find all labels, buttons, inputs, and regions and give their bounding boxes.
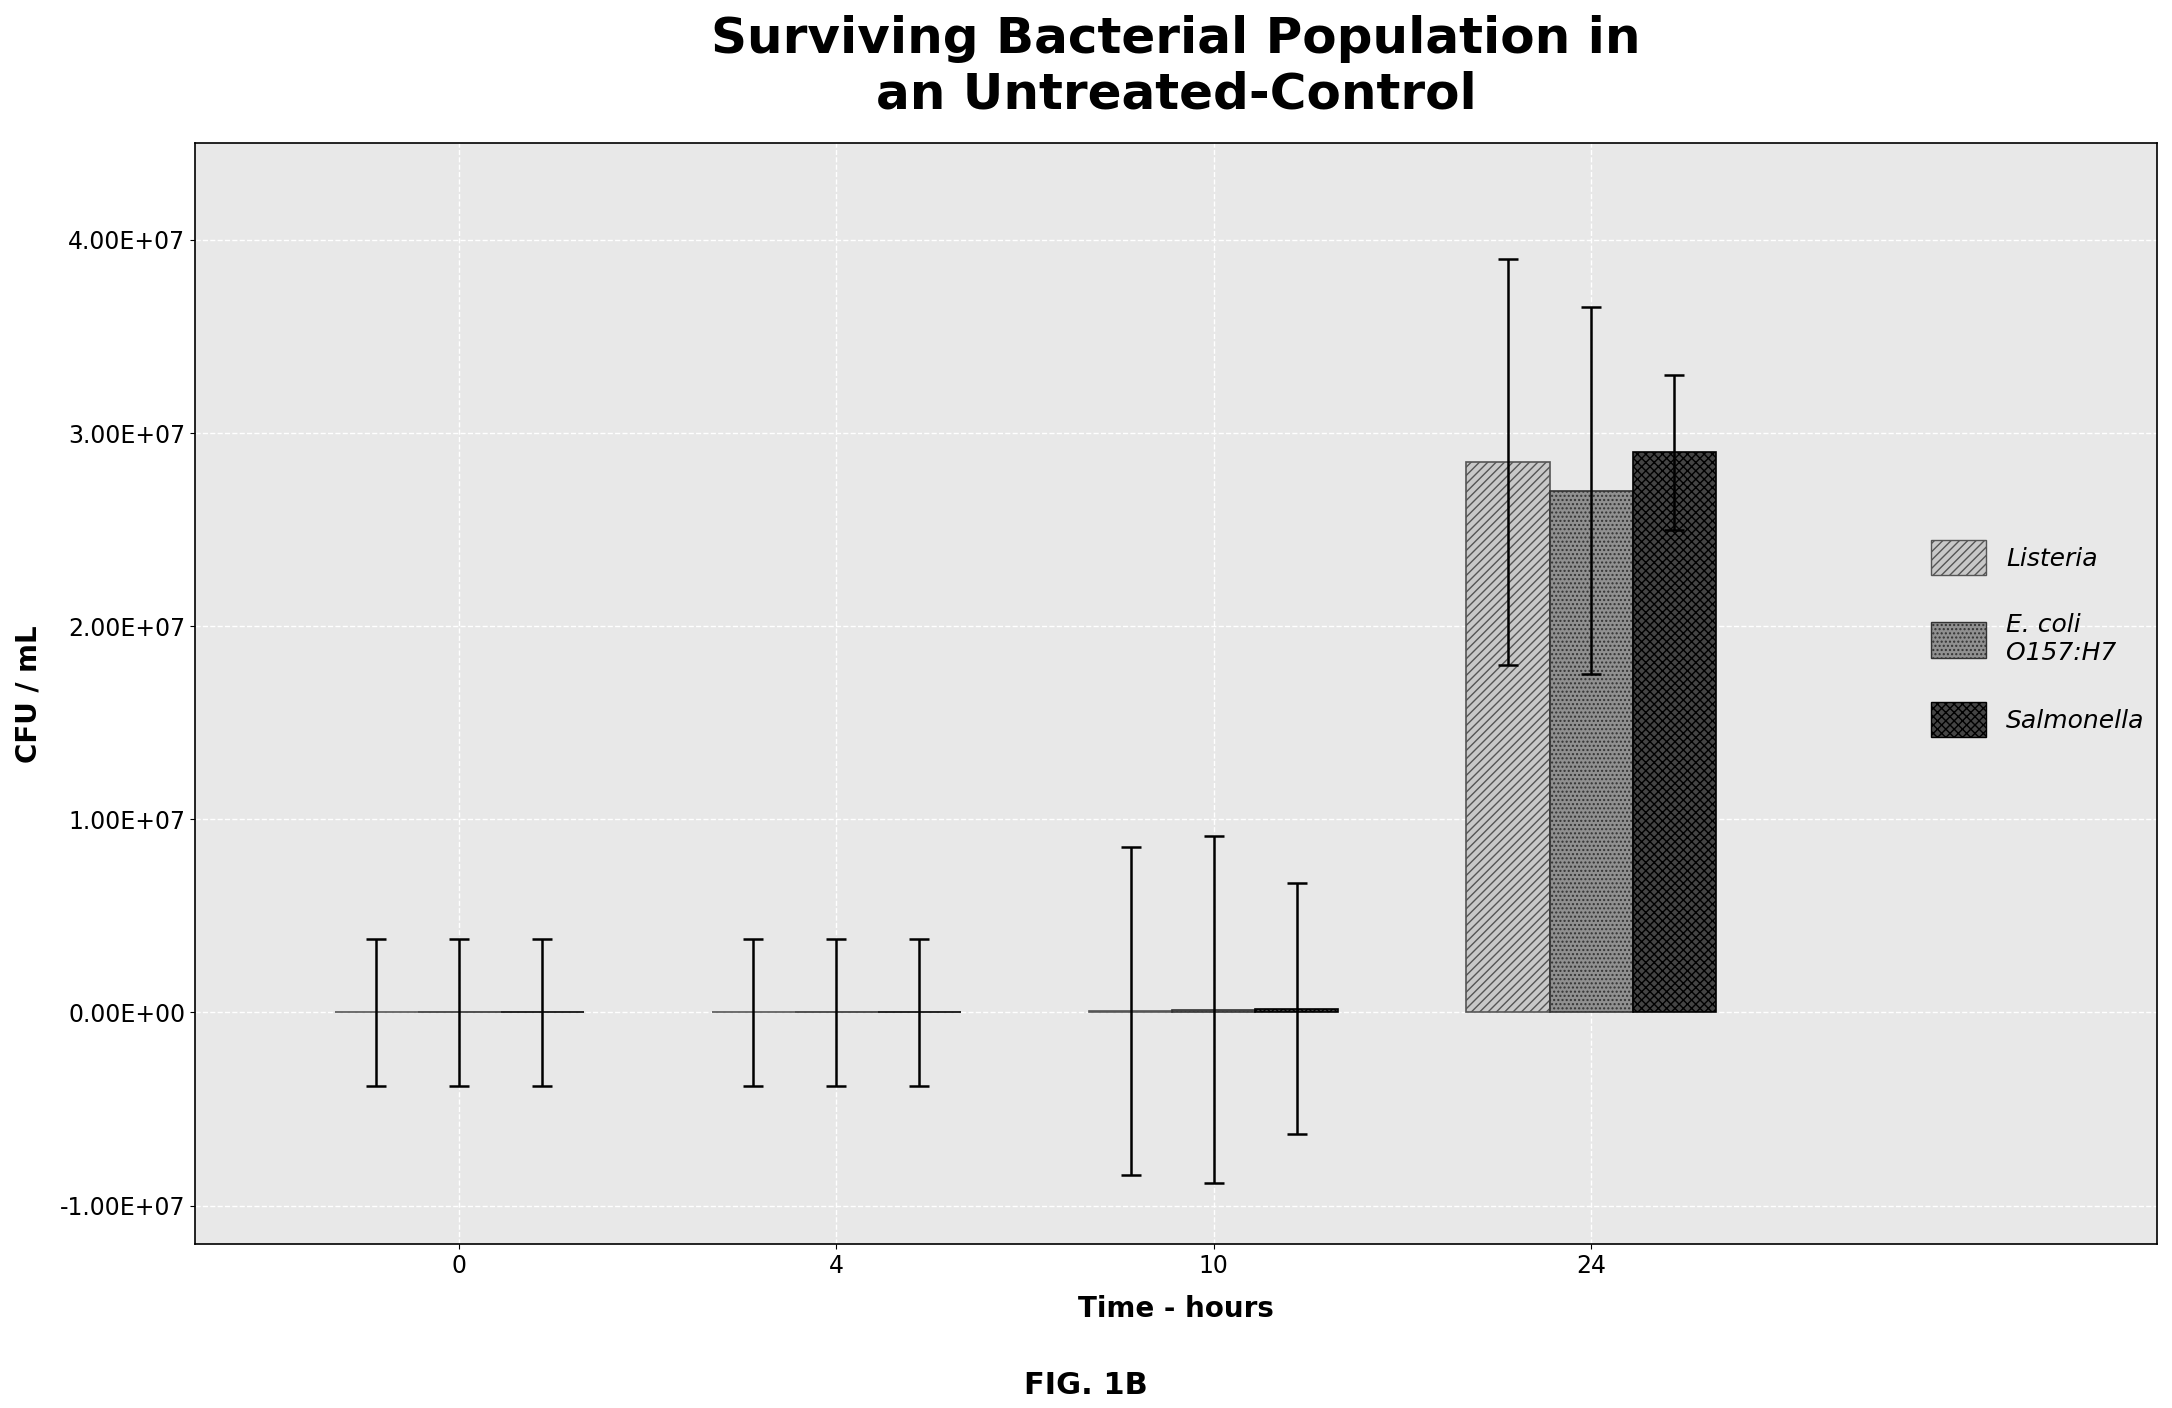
X-axis label: Time - hours: Time - hours	[1077, 1294, 1275, 1322]
Bar	[1633, 452, 1716, 1012]
Bar	[1466, 462, 1549, 1012]
Y-axis label: CFU / mL: CFU / mL	[15, 625, 43, 763]
Bar	[1173, 1010, 1255, 1012]
Title: Surviving Bacterial Population in
an Untreated-Control: Surviving Bacterial Population in an Unt…	[710, 15, 1640, 118]
Bar	[1255, 1008, 1338, 1012]
Text: FIG. 1B: FIG. 1B	[1025, 1371, 1147, 1400]
Legend: Listeria, E. coli
O157:H7, Salmonella: Listeria, E. coli O157:H7, Salmonella	[1931, 539, 2144, 738]
Bar	[1549, 491, 1633, 1012]
Bar	[1088, 1011, 1173, 1012]
